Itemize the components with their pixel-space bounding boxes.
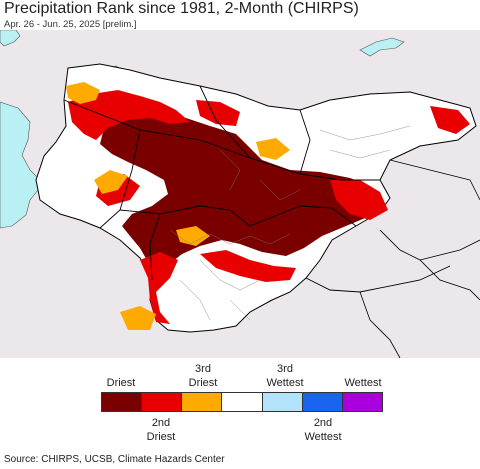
legend-label-driest: Driest (106, 377, 136, 389)
second-driest-zone-6 (430, 106, 470, 134)
third-driest-zone-3 (176, 226, 210, 246)
map-title: Precipitation Rank since 1981, 2-Month (… (4, 0, 359, 17)
third-driest-zone-5 (120, 306, 156, 330)
source-credit: Source: CHIRPS, UCSB, Climate Hazards Ce… (4, 454, 225, 465)
legend-label-third-driest: 3rd Driest (188, 363, 218, 389)
second-driest-zone-2 (196, 100, 240, 126)
legend-swatch-normal (222, 393, 263, 411)
legend-swatch-second-driest (142, 393, 183, 411)
legend-swatch-third-driest (182, 393, 223, 411)
second-driest-zone-3 (330, 180, 388, 220)
second-driest-zone-4 (140, 252, 178, 324)
lake-nw (0, 30, 21, 47)
driest-zone (100, 108, 382, 282)
legend-label-third-wettest: 3rd Wettest (266, 363, 304, 389)
second-driest-zone-1 (68, 90, 190, 140)
legend-label-wettest: Wettest (344, 377, 382, 389)
precipitation-rank-map (0, 30, 480, 358)
balkhash-lake (359, 37, 405, 57)
legend-label-second-driest: 2nd Driest (146, 417, 176, 443)
third-driest-zone-1 (66, 82, 100, 104)
country-borders (63, 85, 471, 293)
province-borders (169, 125, 411, 321)
legend-color-bar (101, 392, 383, 412)
third-driest-zone-4 (256, 138, 290, 160)
third-driest-zone-2 (94, 170, 128, 194)
legend-swatch-third-wettest (262, 393, 303, 411)
legend-label-second-wettest: 2nd Wettest (304, 417, 342, 443)
legend-swatch-wettest (342, 393, 382, 411)
map-subtitle: Apr. 26 - Jun. 25, 2025 [prelim.] (4, 19, 137, 30)
second-driest-zone-7 (200, 250, 296, 282)
legend-swatch-second-wettest (302, 393, 343, 411)
outside-borders (359, 179, 480, 358)
legend-swatch-driest (102, 393, 143, 411)
